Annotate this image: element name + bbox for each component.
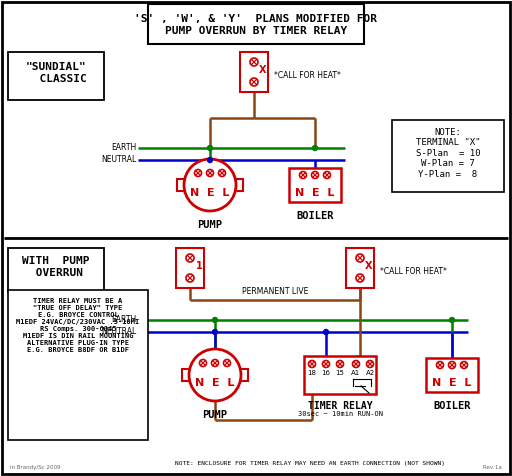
Circle shape — [189, 349, 241, 401]
Text: N  E  L: N E L — [195, 378, 234, 388]
FancyBboxPatch shape — [8, 52, 104, 100]
Text: TIMER RELAY: TIMER RELAY — [308, 401, 372, 411]
Text: N  E  L: N E L — [432, 378, 472, 388]
Circle shape — [324, 171, 331, 178]
Circle shape — [200, 359, 206, 367]
Text: A1: A1 — [351, 370, 360, 376]
Circle shape — [356, 254, 364, 262]
FancyBboxPatch shape — [229, 179, 243, 191]
FancyBboxPatch shape — [289, 168, 341, 202]
Text: N  E  L: N E L — [295, 188, 335, 198]
Circle shape — [207, 146, 212, 150]
Text: NOTE:
TERMINAL "X"
S-Plan  = 10
W-Plan = 7
Y-Plan =  8: NOTE: TERMINAL "X" S-Plan = 10 W-Plan = … — [416, 128, 480, 178]
FancyBboxPatch shape — [176, 248, 204, 288]
Text: *CALL FOR HEAT*: *CALL FOR HEAT* — [380, 268, 447, 277]
Text: NOTE: ENCLOSURE FOR TIMER RELAY MAY NEED AN EARTH CONNECTION (NOT SHOWN): NOTE: ENCLOSURE FOR TIMER RELAY MAY NEED… — [175, 461, 445, 466]
FancyBboxPatch shape — [8, 248, 104, 292]
Circle shape — [309, 360, 315, 367]
Text: PUMP: PUMP — [203, 410, 227, 420]
Text: WITH  PUMP
 OVERRUN: WITH PUMP OVERRUN — [22, 256, 90, 278]
Text: N  E  L: N E L — [190, 188, 230, 198]
Circle shape — [184, 159, 236, 211]
Circle shape — [206, 169, 214, 177]
Circle shape — [212, 329, 218, 335]
Circle shape — [250, 58, 258, 66]
Text: BOILER: BOILER — [296, 211, 334, 221]
Text: X: X — [365, 261, 373, 271]
Text: Rev 1a: Rev 1a — [483, 465, 502, 470]
Text: BOILER: BOILER — [433, 401, 471, 411]
Circle shape — [460, 361, 467, 368]
Text: PUMP: PUMP — [198, 220, 223, 230]
Circle shape — [336, 360, 344, 367]
Text: NEUTRAL: NEUTRAL — [101, 156, 136, 165]
Text: 18: 18 — [308, 370, 316, 376]
Circle shape — [186, 274, 194, 282]
Text: X: X — [259, 65, 267, 75]
Circle shape — [224, 359, 230, 367]
Text: PERMANENT LIVE: PERMANENT LIVE — [242, 287, 308, 296]
FancyBboxPatch shape — [8, 290, 148, 440]
Text: EARTH: EARTH — [111, 316, 136, 325]
FancyBboxPatch shape — [234, 369, 248, 381]
Text: 'S' , 'W', & 'Y'  PLANS MODIFIED FOR: 'S' , 'W', & 'Y' PLANS MODIFIED FOR — [135, 14, 377, 24]
Text: TIMER RELAY MUST BE A
"TRUE OFF DELAY" TYPE
E.G. BROYCE CONTROL
M1EDF 24VAC/DC/2: TIMER RELAY MUST BE A "TRUE OFF DELAY" T… — [16, 298, 140, 353]
Text: "SUNDIAL"
  CLASSIC: "SUNDIAL" CLASSIC — [26, 62, 87, 84]
FancyBboxPatch shape — [182, 369, 196, 381]
FancyBboxPatch shape — [392, 120, 504, 192]
Text: PUMP OVERRUN BY TIMER RELAY: PUMP OVERRUN BY TIMER RELAY — [165, 26, 347, 36]
Text: NEUTRAL: NEUTRAL — [101, 327, 136, 337]
Circle shape — [352, 360, 359, 367]
FancyBboxPatch shape — [148, 4, 364, 44]
Text: 15: 15 — [335, 370, 345, 376]
Text: *CALL FOR HEAT*: *CALL FOR HEAT* — [274, 71, 341, 80]
Text: 30sec ~ 10min RUN-ON: 30sec ~ 10min RUN-ON — [297, 411, 382, 417]
FancyBboxPatch shape — [346, 248, 374, 288]
FancyBboxPatch shape — [426, 358, 478, 392]
Circle shape — [450, 317, 455, 323]
Circle shape — [300, 171, 307, 178]
Circle shape — [449, 361, 456, 368]
Circle shape — [437, 361, 443, 368]
Circle shape — [195, 169, 202, 177]
Text: EARTH: EARTH — [111, 143, 136, 152]
Circle shape — [211, 359, 219, 367]
FancyBboxPatch shape — [304, 356, 376, 394]
Circle shape — [250, 78, 258, 86]
Circle shape — [323, 360, 330, 367]
FancyBboxPatch shape — [240, 52, 268, 92]
Circle shape — [312, 146, 317, 150]
Circle shape — [367, 360, 373, 367]
Text: 1: 1 — [196, 261, 202, 271]
Circle shape — [356, 274, 364, 282]
Text: 16: 16 — [322, 370, 331, 376]
Circle shape — [311, 171, 318, 178]
Circle shape — [324, 329, 329, 335]
Circle shape — [186, 254, 194, 262]
Circle shape — [219, 169, 225, 177]
Circle shape — [212, 317, 218, 323]
FancyBboxPatch shape — [177, 179, 191, 191]
Text: A2: A2 — [366, 370, 375, 376]
Text: in Brandy/Sc 2009: in Brandy/Sc 2009 — [10, 465, 60, 470]
Circle shape — [207, 158, 212, 162]
